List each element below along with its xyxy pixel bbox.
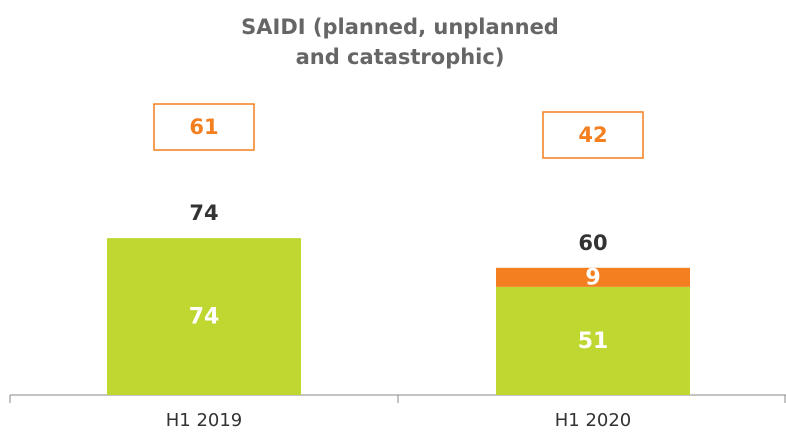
data-label: 74 [189,305,220,330]
total-label: 74 [189,201,218,225]
data-label: 51 [578,329,609,354]
bar-segment [496,286,690,395]
annotation-box [542,111,644,159]
x-tick-label: H1 2020 [555,410,632,431]
annotation-box [153,103,255,151]
chart-title: SAIDI (planned, unplanned and catastroph… [241,15,559,69]
x-tick-label: H1 2019 [166,410,243,431]
data-label: 9 [585,265,600,290]
total-label: 60 [578,231,607,255]
annotation-value: 42 [578,123,607,147]
bar-segment [496,267,690,287]
annotation-value: 61 [189,115,218,139]
bar-segment [107,238,301,395]
